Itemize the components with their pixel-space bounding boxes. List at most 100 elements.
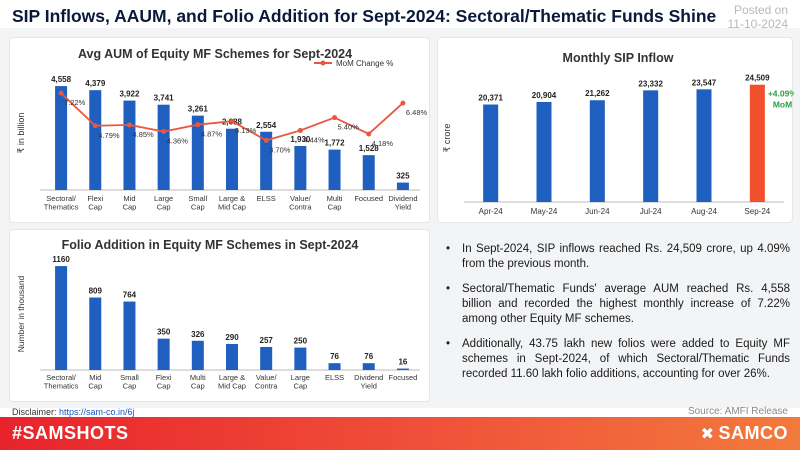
- x-tick-label: Multi Cap: [190, 373, 206, 391]
- x-tick-label: Large Cap: [291, 373, 310, 391]
- x-tick-label: Aug-24: [691, 207, 717, 216]
- posted-label: Posted on: [733, 3, 788, 17]
- bar-value-label: 4,379: [85, 79, 106, 88]
- bar-value-label: 20,371: [478, 94, 503, 103]
- mom-value-label: 5.13%: [235, 126, 257, 135]
- bar: [589, 100, 605, 202]
- key-point: Additionally, 43.75 lakh new folios were…: [440, 337, 790, 382]
- bar-value-label: 1,930: [290, 135, 311, 144]
- y-axis-label: ₹ in billion: [16, 113, 26, 154]
- mom-point: [297, 127, 303, 133]
- source-note: Source: AMFI Release: [687, 406, 788, 417]
- y-axis-label: Number in thousand: [16, 275, 26, 352]
- bar-value-label: 2,554: [256, 121, 277, 130]
- bar-value-label: 290: [225, 333, 239, 342]
- mom-value-label: 4.18%: [372, 139, 394, 148]
- x-tick-label: Focused: [354, 194, 383, 203]
- bar-value-label: 326: [191, 330, 205, 339]
- mom-point: [332, 115, 338, 121]
- bar-value-label: 3,261: [188, 105, 209, 114]
- mom-point: [58, 90, 64, 96]
- disclaimer-label: Disclaimer:: [12, 407, 60, 417]
- bar: [191, 115, 204, 190]
- bar-value-label: 1,772: [325, 139, 346, 148]
- bar: [89, 297, 102, 370]
- bar-value-label: 3,741: [154, 94, 175, 103]
- mom-point: [366, 131, 372, 137]
- chart-title: Folio Addition in Equity MF Schemes in S…: [62, 238, 359, 252]
- x-tick-label: Large & Mid Cap: [218, 194, 246, 212]
- mom-point: [400, 100, 406, 106]
- sip-chart: Monthly SIP Inflow ₹ crore 20,371 Apr-24 20,…: [442, 51, 797, 216]
- mom-point: [195, 122, 201, 128]
- bar-value-label: 257: [260, 336, 274, 345]
- legend-marker: [320, 60, 326, 66]
- x-tick-label: Sectoral/Thematics: [44, 194, 79, 212]
- bar: [294, 145, 307, 190]
- mom-value-label: 5.40%: [338, 123, 360, 132]
- bar-value-label: 76: [330, 352, 339, 361]
- mom-value-label: 4.85%: [132, 130, 154, 139]
- bar-value-label: 350: [157, 328, 171, 337]
- x-tick-label: Apr-24: [479, 207, 504, 216]
- bar-value-label: 16: [398, 358, 407, 367]
- chart-title: Monthly SIP Inflow: [563, 51, 674, 65]
- x-tick-label: Large & Mid Cap: [218, 373, 246, 391]
- folio-chart: Folio Addition in Equity MF Schemes in S…: [16, 238, 420, 391]
- bar-value-label: 23,332: [638, 79, 663, 88]
- x-tick-label: Multi Cap: [327, 194, 343, 212]
- bar: [536, 101, 552, 202]
- key-point: Sectoral/Thematic Funds' average AUM rea…: [440, 282, 790, 327]
- bar-value-label: 325: [396, 172, 410, 181]
- aum-chart: Avg AUM of Equity MF Schemes for Sept-20…: [16, 47, 428, 212]
- x-tick-label: Flexi Cap: [87, 194, 103, 212]
- bar: [396, 368, 409, 370]
- disclaimer: Disclaimer: https://sam-co.in/6j: [12, 407, 135, 417]
- footer-bar: #SAMSHOTS ✖ SAMCO: [0, 417, 800, 450]
- mom-value-label: 4.36%: [167, 137, 189, 146]
- bar: [643, 90, 659, 202]
- bar-value-label: 4,558: [51, 75, 72, 84]
- bar: [483, 104, 499, 202]
- mom-value-label: 4.79%: [98, 131, 120, 140]
- x-tick-label: ELSS: [257, 194, 276, 203]
- bar: [362, 363, 375, 370]
- folio-chart-panel: Folio Addition in Equity MF Schemes in S…: [9, 229, 430, 402]
- bar-value-label: 809: [89, 287, 103, 296]
- x-tick-label: Small Cap: [120, 373, 139, 391]
- bar: [226, 344, 238, 370]
- mom-point: [161, 129, 167, 135]
- mom-value-label: 4.87%: [201, 130, 223, 139]
- mom-point: [263, 137, 269, 143]
- brand-logo: ✖ SAMCO: [701, 423, 788, 444]
- x-tick-label: Value/Contra: [255, 373, 278, 391]
- bar: [157, 104, 170, 190]
- x-tick-label: Mid Cap: [123, 194, 137, 212]
- x-tick-label: Sectoral/Thematics: [44, 373, 79, 391]
- bar-value-label: 76: [364, 352, 373, 361]
- mom-value-label: 4.44%: [303, 135, 325, 144]
- mom-point: [229, 118, 235, 124]
- x-tick-label: Sep-24: [744, 207, 770, 216]
- bar-value-label: 250: [294, 337, 308, 346]
- bar: [260, 346, 273, 370]
- brand-name: SAMCO: [718, 423, 788, 443]
- x-tick-label: Jul-24: [640, 207, 662, 216]
- bar: [362, 155, 375, 190]
- bar: [55, 86, 68, 190]
- bar: [696, 89, 712, 202]
- disclaimer-link[interactable]: https://sam-co.in/6j: [59, 407, 135, 417]
- aum-chart-panel: Avg AUM of Equity MF Schemes for Sept-20…: [9, 37, 430, 223]
- legend-label: MoM Change %: [336, 59, 393, 68]
- mom-point: [126, 122, 132, 128]
- mom-annotation-label: MoM: [773, 100, 792, 110]
- page-title: SIP Inflows, AAUM, and Folio Addition fo…: [12, 6, 717, 26]
- y-axis-label: ₹ crore: [442, 124, 452, 153]
- bar-value-label: 21,262: [585, 89, 610, 98]
- mom-point: [92, 123, 98, 129]
- posted-date: Posted on 11-10-2024: [728, 3, 789, 31]
- bar: [191, 340, 204, 370]
- samco-logo-icon: ✖: [700, 426, 715, 443]
- x-tick-label: Value/Contra: [289, 194, 312, 212]
- bar: [328, 149, 341, 190]
